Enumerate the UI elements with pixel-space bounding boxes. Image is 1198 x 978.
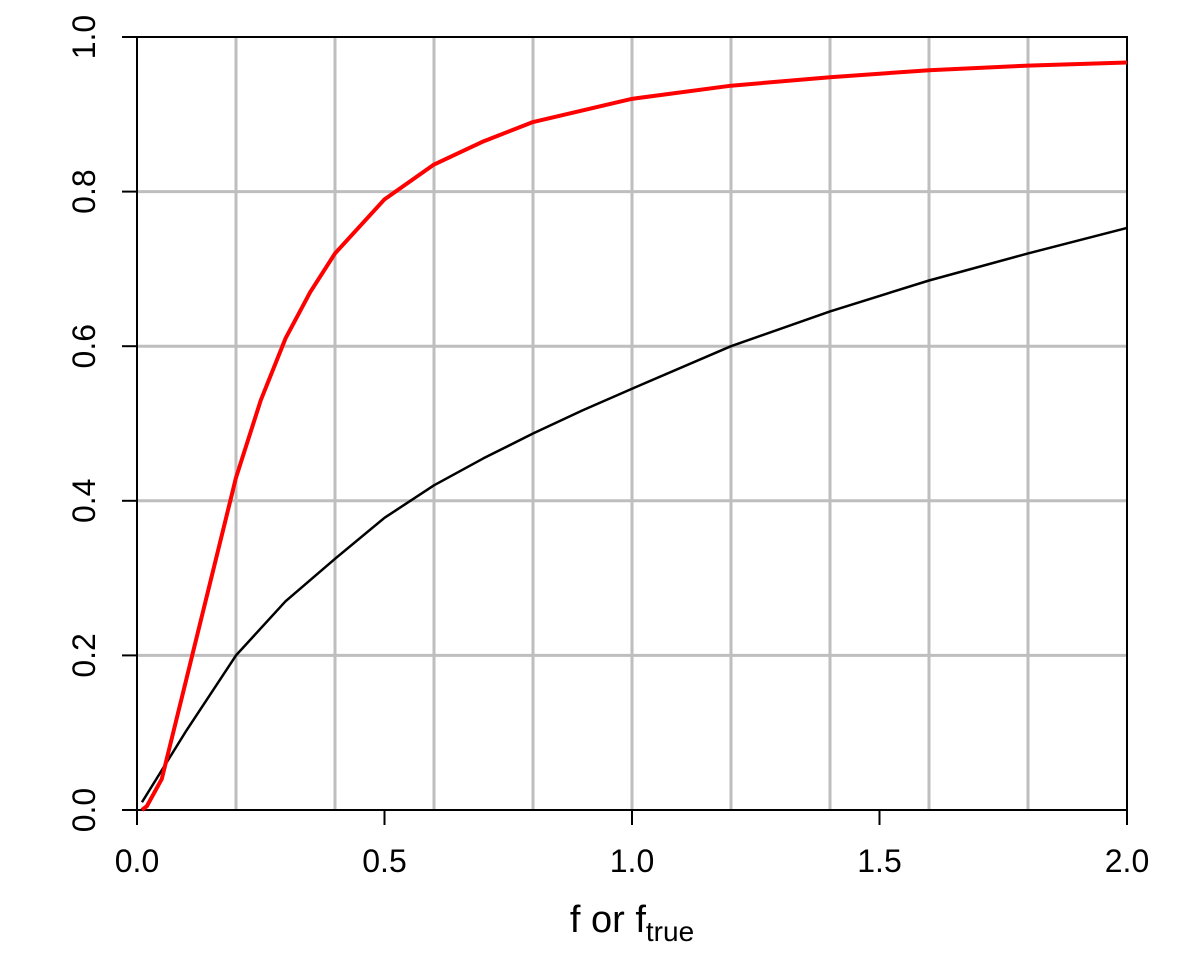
y-tick-label: 0.2: [66, 633, 102, 677]
x-tick-label: 1.5: [857, 843, 901, 879]
x-tick-label: 1.0: [610, 843, 654, 879]
x-axis-label: f or ftrue: [570, 899, 694, 947]
y-tick-label: 0.8: [66, 169, 102, 213]
y-tick-label: 0.6: [66, 324, 102, 368]
x-tick-label: 2.0: [1105, 843, 1149, 879]
series-line: [140, 226, 1128, 803]
x-tick-label: 0.0: [115, 843, 159, 879]
y-tick-label: 0.0: [66, 788, 102, 832]
y-tick-label: 1.0: [66, 15, 102, 59]
x-tick-label: 0.5: [362, 843, 406, 879]
y-tick-label: 0.4: [66, 479, 102, 523]
x-label-subscript: true: [646, 916, 694, 947]
series-line: [140, 60, 1128, 812]
x-label-main: f or f: [570, 899, 646, 941]
